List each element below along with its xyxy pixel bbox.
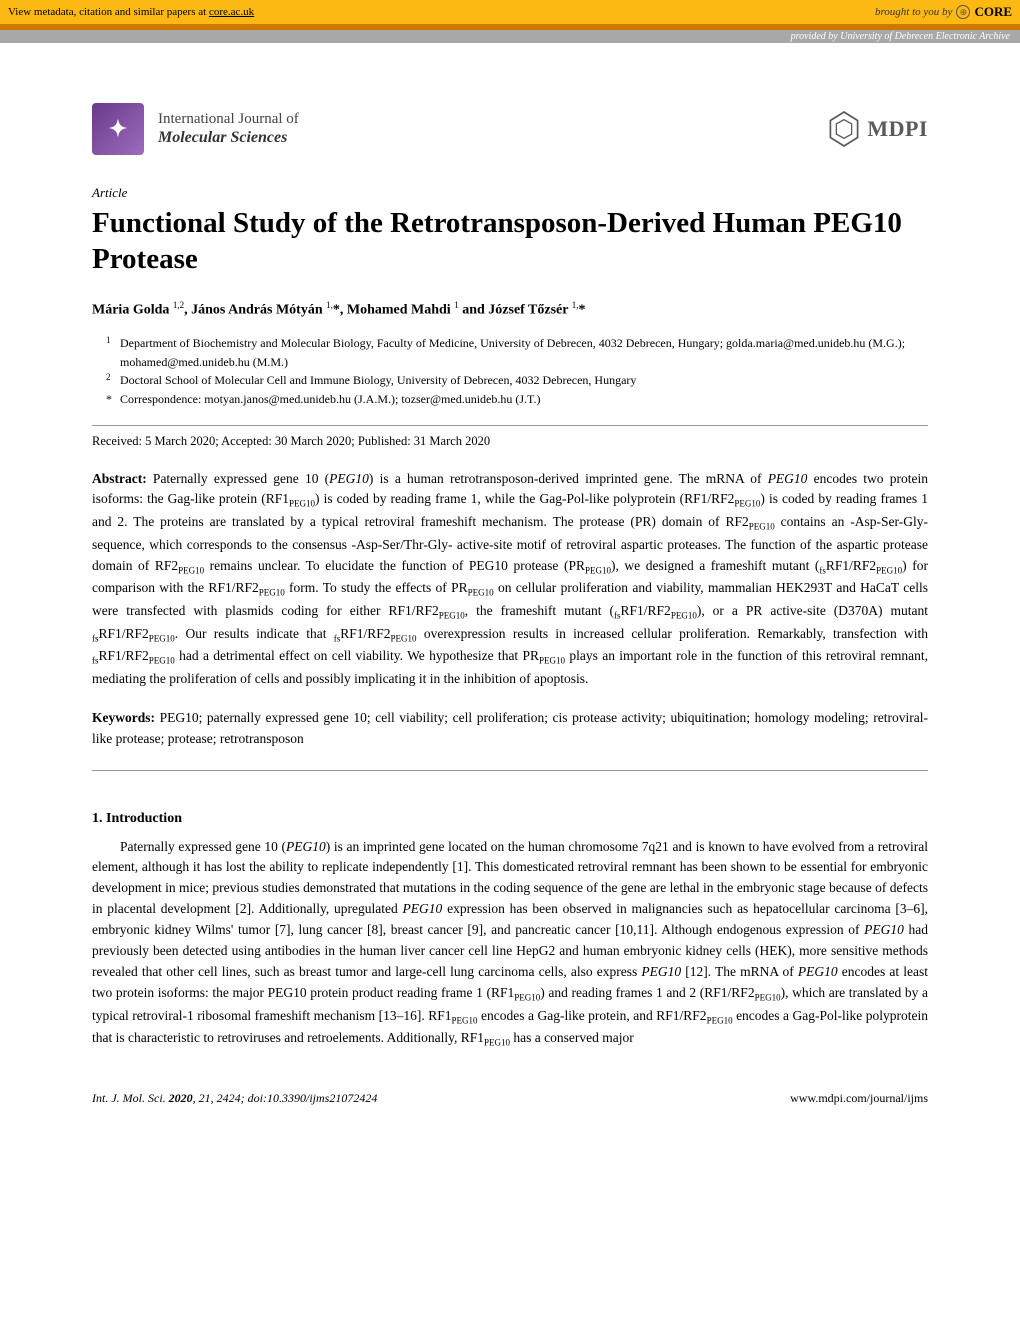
abstract: Abstract: Paternally expressed gene 10 (… <box>92 469 928 690</box>
section-heading: 1. Introduction <box>92 811 928 827</box>
journal-icon: ✦ <box>92 103 144 155</box>
publisher-name: MDPI <box>867 116 928 142</box>
provider-name: University of Debrecen Electronic Archiv… <box>840 31 1010 42</box>
page-content: ✦ International Journal of Molecular Sci… <box>0 43 1020 1146</box>
keywords-label: Keywords: <box>92 710 155 725</box>
core-banner: View metadata, citation and similar pape… <box>0 0 1020 24</box>
core-icon: ⊕ <box>956 5 970 19</box>
header-row: ✦ International Journal of Molecular Sci… <box>92 103 928 155</box>
page-footer: Int. J. Mol. Sci. 2020, 21, 2424; doi:10… <box>92 1091 928 1106</box>
affiliation-marker: * <box>106 390 120 409</box>
brought-to-you: brought to you by <box>875 6 953 18</box>
footer-url: www.mdpi.com/journal/ijms <box>790 1091 928 1106</box>
paragraph: Paternally expressed gene 10 (PEG10) is … <box>92 837 928 1051</box>
journal-text: International Journal of Molecular Scien… <box>158 110 299 147</box>
core-logo: CORE <box>974 4 1012 20</box>
affiliation-text: Doctoral School of Molecular Cell and Im… <box>120 371 636 390</box>
abstract-label: Abstract: <box>92 471 147 486</box>
keywords-text: PEG10; paternally expressed gene 10; cel… <box>92 710 928 746</box>
affiliation-marker: 1 <box>106 334 120 371</box>
authors: Mária Golda 1,2, János András Mótyán 1,*… <box>92 300 928 319</box>
body-text: Paternally expressed gene 10 (PEG10) is … <box>92 837 928 1051</box>
affiliations: 1Department of Biochemistry and Molecula… <box>106 334 928 408</box>
article-title: Functional Study of the Retrotransposon-… <box>92 205 928 278</box>
affiliation-item: 2Doctoral School of Molecular Cell and I… <box>106 371 928 390</box>
banner-prefix: View metadata, citation and similar pape… <box>8 6 209 18</box>
affiliation-item: 1Department of Biochemistry and Molecula… <box>106 334 928 371</box>
article-label: Article <box>92 185 928 201</box>
provider-bar: provided by University of Debrecen Elect… <box>0 30 1020 43</box>
provider-prefix: provided by <box>791 31 841 42</box>
footer-citation: Int. J. Mol. Sci. 2020, 21, 2424; doi:10… <box>92 1091 377 1106</box>
publication-dates: Received: 5 March 2020; Accepted: 30 Mar… <box>92 425 928 449</box>
affiliation-marker: 2 <box>106 371 120 390</box>
banner-left: View metadata, citation and similar pape… <box>8 6 254 18</box>
journal-line2: Molecular Sciences <box>158 128 299 147</box>
journal-line1: International Journal of <box>158 110 299 128</box>
abstract-text: Paternally expressed gene 10 (PEG10) is … <box>92 471 928 686</box>
affiliation-text: Department of Biochemistry and Molecular… <box>120 334 928 371</box>
affiliation-text: Correspondence: motyan.janos@med.unideb.… <box>120 390 540 409</box>
journal-brand: ✦ International Journal of Molecular Sci… <box>92 103 299 155</box>
keywords: Keywords: PEG10; paternally expressed ge… <box>92 708 928 771</box>
affiliation-item: *Correspondence: motyan.janos@med.unideb… <box>106 390 928 409</box>
mdpi-logo: MDPI <box>827 110 928 148</box>
mdpi-hex-icon <box>827 110 861 148</box>
core-link[interactable]: core.ac.uk <box>209 6 254 18</box>
banner-right: brought to you by ⊕ CORE <box>875 4 1012 20</box>
